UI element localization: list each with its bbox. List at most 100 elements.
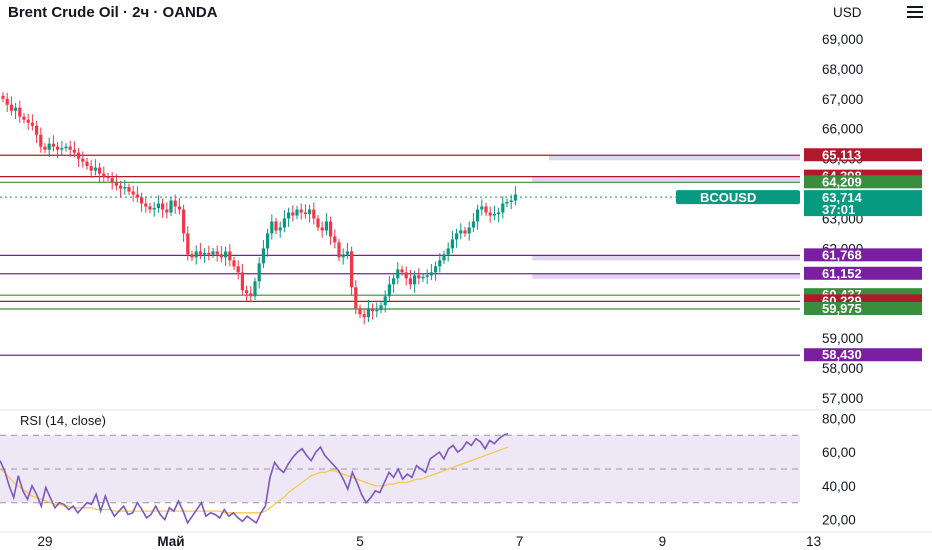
candle[interactable]: [471, 221, 475, 228]
candle[interactable]: [421, 276, 425, 279]
candle[interactable]: [5, 98, 9, 105]
candle[interactable]: [89, 166, 93, 171]
candle[interactable]: [345, 251, 349, 255]
candle[interactable]: [81, 158, 85, 162]
candle[interactable]: [161, 203, 165, 210]
candle[interactable]: [249, 293, 253, 297]
candle[interactable]: [354, 287, 358, 309]
candle[interactable]: [371, 308, 375, 312]
candle[interactable]: [501, 203, 505, 213]
candles-layer[interactable]: [1, 92, 517, 325]
candle[interactable]: [173, 200, 177, 207]
candle[interactable]: [1, 95, 5, 99]
candle[interactable]: [102, 173, 106, 177]
candle[interactable]: [30, 122, 34, 126]
candle[interactable]: [56, 146, 60, 150]
candle[interactable]: [39, 134, 43, 147]
candle[interactable]: [194, 251, 198, 258]
candle[interactable]: [72, 149, 76, 153]
candle[interactable]: [505, 202, 509, 204]
candle[interactable]: [47, 143, 51, 150]
candle[interactable]: [127, 187, 131, 192]
candle[interactable]: [207, 252, 211, 255]
candle[interactable]: [203, 252, 207, 255]
candle[interactable]: [26, 119, 30, 123]
candle[interactable]: [425, 275, 429, 277]
candle[interactable]: [144, 203, 148, 207]
candle[interactable]: [404, 272, 408, 279]
candle[interactable]: [43, 146, 47, 150]
candle[interactable]: [219, 254, 223, 258]
candle[interactable]: [152, 208, 156, 210]
candle[interactable]: [224, 251, 228, 258]
candle[interactable]: [492, 213, 496, 216]
candle[interactable]: [123, 187, 127, 189]
candle[interactable]: [366, 308, 370, 318]
candle[interactable]: [266, 233, 270, 249]
candle[interactable]: [333, 236, 337, 243]
candle[interactable]: [270, 221, 274, 234]
candle[interactable]: [375, 309, 379, 312]
candle[interactable]: [459, 230, 463, 234]
candle[interactable]: [114, 182, 118, 186]
candle[interactable]: [350, 251, 354, 288]
candle[interactable]: [228, 251, 232, 261]
candle[interactable]: [484, 206, 488, 213]
candle[interactable]: [316, 218, 320, 228]
candle[interactable]: [488, 212, 492, 216]
candle[interactable]: [291, 212, 295, 216]
candle[interactable]: [198, 251, 202, 255]
candle[interactable]: [480, 206, 484, 210]
menu-icon[interactable]: [907, 4, 923, 18]
candle[interactable]: [140, 197, 144, 204]
candle[interactable]: [324, 221, 328, 231]
candle[interactable]: [253, 281, 257, 297]
candle[interactable]: [413, 275, 417, 285]
candle[interactable]: [278, 227, 282, 231]
candle[interactable]: [329, 221, 333, 237]
candle[interactable]: [169, 200, 173, 213]
candle[interactable]: [320, 227, 324, 231]
candle[interactable]: [429, 272, 433, 276]
candle[interactable]: [467, 227, 471, 234]
candle[interactable]: [455, 233, 459, 240]
candle[interactable]: [236, 266, 240, 273]
candle[interactable]: [362, 314, 366, 318]
candle[interactable]: [35, 125, 39, 135]
candle[interactable]: [337, 242, 341, 258]
candle[interactable]: [497, 212, 501, 214]
candle[interactable]: [387, 284, 391, 297]
candle[interactable]: [85, 161, 89, 167]
candle[interactable]: [18, 107, 22, 117]
candle[interactable]: [60, 148, 64, 150]
candle[interactable]: [110, 178, 114, 183]
candle[interactable]: [156, 203, 160, 209]
candle[interactable]: [77, 152, 81, 159]
candle[interactable]: [434, 266, 438, 273]
candle[interactable]: [190, 254, 194, 258]
candle[interactable]: [341, 254, 345, 258]
candle[interactable]: [64, 146, 68, 149]
candle[interactable]: [182, 209, 186, 234]
candle[interactable]: [358, 308, 362, 315]
candle[interactable]: [312, 209, 316, 219]
candle[interactable]: [9, 104, 13, 111]
candle[interactable]: [131, 191, 135, 195]
candle[interactable]: [51, 143, 55, 147]
price-axis[interactable]: 69,00068,00067,00066,00065,00063,00062,0…: [822, 32, 863, 406]
candle[interactable]: [245, 290, 249, 294]
candle[interactable]: [400, 269, 404, 273]
candle[interactable]: [287, 212, 291, 219]
candle[interactable]: [274, 221, 278, 231]
candle[interactable]: [417, 275, 421, 279]
candle[interactable]: [93, 167, 97, 171]
candle[interactable]: [232, 260, 236, 267]
candle[interactable]: [211, 251, 215, 255]
candle[interactable]: [446, 248, 450, 255]
candle[interactable]: [261, 248, 265, 264]
candle[interactable]: [186, 233, 190, 255]
candle[interactable]: [308, 209, 312, 214]
candle[interactable]: [396, 269, 400, 279]
candle[interactable]: [509, 200, 513, 203]
time-axis[interactable]: 29 Май 5 7 9 13: [0, 531, 932, 549]
